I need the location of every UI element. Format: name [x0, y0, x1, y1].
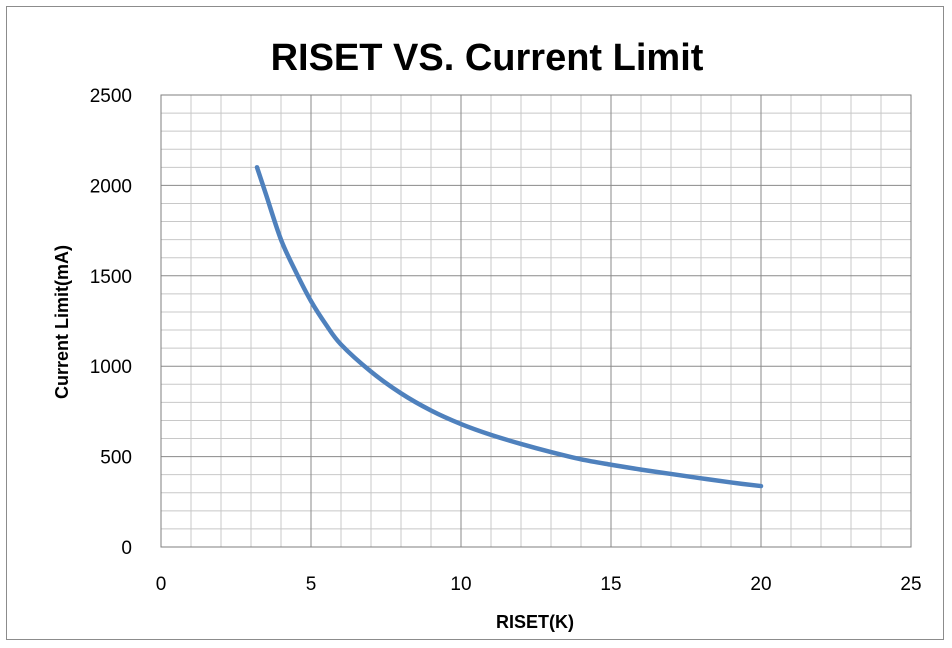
- plot-area-border: [160, 94, 912, 548]
- x-tick-label: 5: [306, 574, 317, 595]
- minor-gridlines: [161, 95, 911, 547]
- x-tick-label: 15: [600, 574, 621, 595]
- x-tick-label: 25: [900, 574, 921, 595]
- y-axis-label: Current Limit(mA): [52, 245, 72, 399]
- x-tick-label: 20: [750, 574, 771, 595]
- series-layer: [254, 165, 764, 489]
- y-tick-label: 1500: [90, 267, 132, 288]
- chart-title: RISET VS. Current Limit: [271, 37, 704, 79]
- y-tick-label: 500: [100, 448, 132, 469]
- x-axis-label: RISET(K): [496, 612, 574, 632]
- major-gridlines: [161, 95, 911, 547]
- y-tick-label: 2500: [90, 86, 132, 107]
- y-tick-labels: 0 500 1000 1500 2000 2500: [90, 86, 132, 559]
- chart-frame: [6, 6, 944, 640]
- y-tick-label: 2000: [90, 176, 132, 197]
- y-tick-label: 1000: [90, 357, 132, 378]
- y-tick-label: 0: [121, 538, 132, 559]
- x-tick-labels: 0 5 10 15 20 25: [156, 574, 922, 595]
- series-line: [254, 165, 764, 489]
- x-tick-label: 0: [156, 574, 167, 595]
- x-tick-label: 10: [450, 574, 471, 595]
